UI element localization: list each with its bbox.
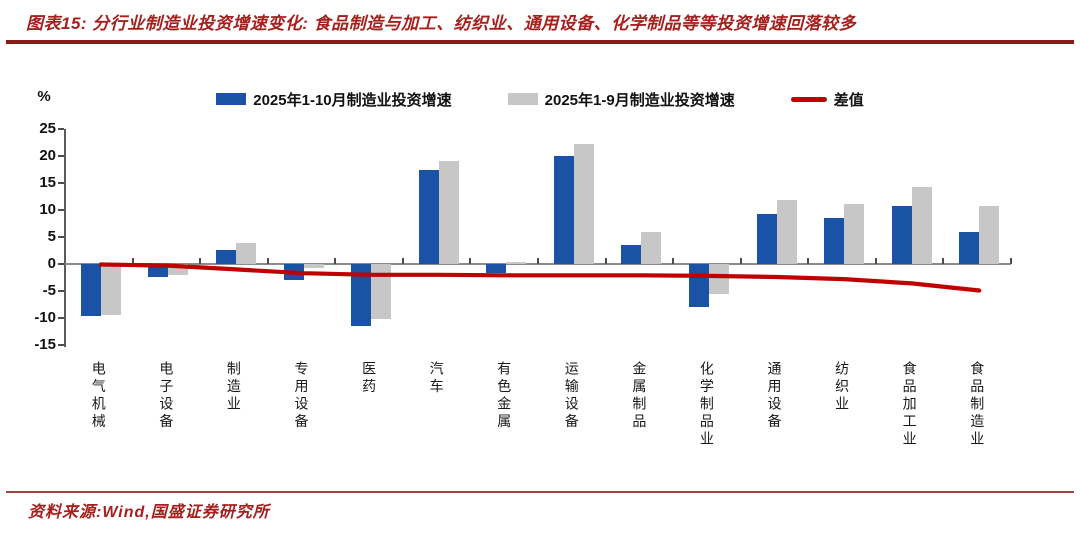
bar-current [824, 218, 845, 264]
x-axis-label: 纺织业 [834, 361, 851, 414]
category-tick-mark [1010, 258, 1012, 264]
category-tick-mark [604, 258, 607, 264]
category-tick-mark [739, 258, 742, 264]
category-tick-mark [199, 258, 202, 264]
plot-area: 电气机械 电子设备 制造业 专用设备 医药 汽车 有色金属 运输设备 金属制品 化学制品业 通用设备… [65, 129, 1012, 449]
legend-item-series1: 2025年1-10月制造业投资增速 [216, 89, 452, 110]
y-tick-label: 0 [47, 255, 56, 272]
category-tick-mark [807, 258, 810, 264]
bar-previous [641, 232, 662, 264]
category-tick-mark [266, 258, 269, 264]
x-axis-label: 电子设备 [158, 361, 175, 431]
bar-previous [844, 204, 865, 264]
x-axis-label: 有色金属 [496, 361, 513, 431]
bar-current [351, 264, 372, 327]
bar-current [891, 206, 912, 264]
y-tick-label: 5 [47, 228, 56, 245]
bar-current [215, 249, 236, 264]
y-tick-mark [58, 263, 64, 265]
y-tick-label: 25 [39, 120, 56, 137]
bar-current [80, 264, 101, 316]
y-tick-mark [58, 236, 64, 238]
x-axis-label: 医药 [361, 361, 378, 396]
legend-swatch-blue [216, 93, 247, 105]
bar-current [756, 213, 777, 264]
y-tick-mark [58, 290, 64, 292]
x-axis-label: 食品加工业 [901, 361, 918, 449]
x-axis-label: 食品制造业 [969, 361, 986, 449]
chart-legend: 2025年1-10月制造业投资增速 2025年1-9月制造业投资增速 差值 [0, 86, 1080, 112]
bar-current [959, 232, 980, 264]
source-text: 资料来源:Wind,国盛证券研究所 [28, 504, 270, 521]
x-axis-label: 通用设备 [766, 361, 783, 431]
bar-current [418, 170, 439, 264]
category-tick-mark [942, 258, 945, 264]
legend-label: 2025年1-9月制造业投资增速 [544, 91, 735, 109]
bar-current [621, 245, 642, 264]
chart-title: 图表15: 分行业制造业投资增速变化: 食品制造与加工、纺织业、通用设备、化学制… [26, 14, 857, 33]
bar-previous [776, 199, 797, 264]
bar-current [486, 264, 507, 274]
category-tick-mark [131, 258, 134, 264]
bar-current [553, 156, 574, 264]
legend-item-diff: 差值 [790, 89, 864, 110]
bar-previous [168, 264, 189, 276]
y-tick-mark [58, 182, 64, 184]
diff-line [98, 262, 982, 293]
bar-previous [911, 187, 932, 264]
category-tick-mark [401, 258, 404, 264]
y-tick-mark [58, 317, 64, 319]
category-tick-mark [874, 258, 877, 264]
bar-previous [979, 205, 1000, 264]
bar-previous [573, 144, 594, 264]
x-axis-label: 制造业 [225, 361, 242, 414]
y-tick-label: -10 [34, 309, 56, 326]
legend-swatch-gray [507, 93, 538, 105]
y-tick-mark [58, 128, 64, 130]
x-axis-label: 金属制品 [631, 361, 648, 431]
bar-previous [303, 264, 324, 269]
y-tick-label: 20 [39, 147, 56, 164]
y-tick-label: 15 [39, 174, 56, 191]
legend-label: 差值 [833, 91, 864, 109]
y-axis-unit-label: % [37, 88, 51, 105]
x-axis-label: 专用设备 [293, 361, 310, 431]
x-axis-label: 运输设备 [563, 361, 580, 431]
x-axis-zero-line [65, 263, 1011, 265]
title-divider [6, 40, 1074, 44]
bar-previous [371, 264, 392, 320]
category-tick-mark [469, 258, 472, 264]
y-tick-label: -15 [34, 336, 56, 353]
bar-previous [100, 264, 121, 315]
x-axis-label: 化学制品业 [698, 361, 715, 449]
bar-previous [235, 242, 256, 264]
legend-label: 2025年1-10月制造业投资增速 [253, 91, 452, 109]
diff-line-chart [98, 262, 982, 293]
category-tick-mark [537, 258, 539, 264]
bar-previous [506, 261, 527, 264]
y-tick-label: -5 [42, 282, 56, 299]
x-axis-label: 电气机械 [90, 361, 107, 431]
y-tick-mark [58, 209, 64, 211]
y-tick-mark [58, 344, 64, 346]
bar-previous [708, 264, 729, 295]
legend-item-series2: 2025年1-9月制造业投资增速 [507, 89, 735, 110]
x-axis-label: 汽车 [428, 361, 445, 396]
y-tick-mark [58, 155, 64, 157]
bar-previous [438, 160, 459, 264]
y-tick-label: 10 [39, 201, 56, 218]
category-tick-mark [672, 258, 675, 264]
category-tick-mark [334, 258, 337, 264]
footer-divider [6, 491, 1074, 493]
y-axis-line [64, 129, 66, 347]
legend-swatch-red-line [790, 96, 827, 102]
